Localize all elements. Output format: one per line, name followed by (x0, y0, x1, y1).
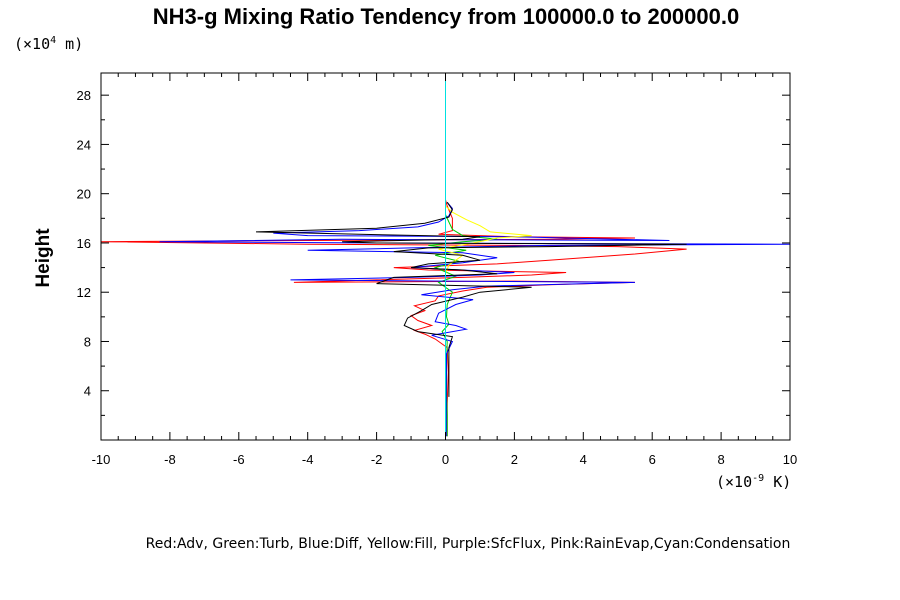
y-tick-label: 4 (84, 384, 91, 399)
y-tick-label: 8 (84, 334, 91, 349)
series-line-4 (255, 202, 687, 397)
x-tick-label: 8 (717, 452, 724, 467)
x-tick-label: -8 (164, 452, 176, 467)
y-axis-label: Height (33, 228, 54, 288)
x-tick-label: -2 (371, 452, 383, 467)
x-tick-label: 6 (649, 452, 656, 467)
x-unit-label: (×10-9 K) (716, 473, 791, 491)
x-tick-label: 2 (511, 452, 518, 467)
x-tick-label: 0 (442, 452, 449, 467)
y-tick-label: 28 (77, 88, 91, 103)
chart-title: NH3-g Mixing Ratio Tendency from 100000.… (153, 4, 739, 29)
series-line-3 (438, 205, 532, 274)
x-tick-label: -10 (92, 452, 111, 467)
plot-frame (100, 72, 791, 441)
y-tick-label: 16 (77, 236, 91, 251)
y-tick-label: 12 (77, 285, 91, 300)
x-tick-label: 4 (580, 452, 587, 467)
y-unit-label: (×104 m) (14, 35, 83, 53)
legend-text: Red:Adv, Green:Turb, Blue:Diff, Yellow:F… (146, 536, 791, 552)
x-tick-label: 10 (783, 452, 797, 467)
x-tick-label: -6 (233, 452, 245, 467)
y-tick-label: 24 (77, 137, 91, 152)
series-layer (101, 73, 790, 440)
x-tick-label: -4 (302, 452, 314, 467)
y-tick-label: 20 (77, 187, 91, 202)
